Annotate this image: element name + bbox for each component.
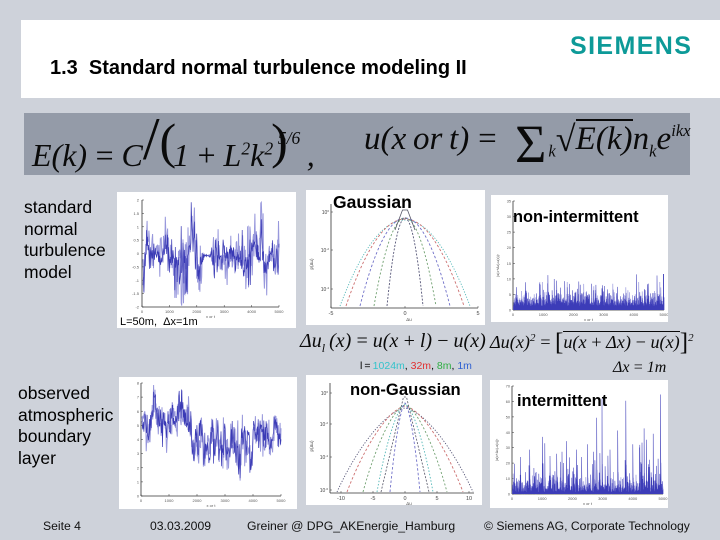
svg-text:non-intermittent: non-intermittent xyxy=(513,208,639,226)
svg-text:10: 10 xyxy=(466,496,472,502)
svg-text:60: 60 xyxy=(506,400,510,404)
svg-text:10: 10 xyxy=(507,277,511,281)
svg-text:0.5: 0.5 xyxy=(133,238,139,243)
svg-text:2000: 2000 xyxy=(193,498,203,503)
svg-text:x or t: x or t xyxy=(583,501,593,506)
svg-text:3000: 3000 xyxy=(598,496,608,501)
svg-text:x or t: x or t xyxy=(584,317,594,322)
svg-text:0: 0 xyxy=(509,309,511,313)
svg-text:2000: 2000 xyxy=(192,309,202,314)
svg-text:10: 10 xyxy=(506,477,510,481)
svg-text:6: 6 xyxy=(137,410,139,414)
svg-text:0: 0 xyxy=(512,312,515,317)
svg-text:3000: 3000 xyxy=(599,312,609,317)
svg-text:|u(x+Δx)-u(x)|²: |u(x+Δx)-u(x)|² xyxy=(495,438,499,461)
svg-text:5000: 5000 xyxy=(659,496,668,501)
svg-text:10-2: 10-2 xyxy=(320,421,329,428)
svg-text:10-4: 10-4 xyxy=(321,286,330,293)
svg-text:20: 20 xyxy=(507,246,511,250)
svg-text:-5: -5 xyxy=(371,496,376,502)
svg-text:1: 1 xyxy=(137,480,139,484)
svg-text:-1.5: -1.5 xyxy=(132,291,140,296)
svg-text:10-4: 10-4 xyxy=(320,454,329,461)
svg-text:7: 7 xyxy=(137,396,139,400)
svg-text:50: 50 xyxy=(506,415,510,419)
svg-text:3000: 3000 xyxy=(221,498,231,503)
svg-text:2: 2 xyxy=(137,466,139,470)
svg-text:-0.5: -0.5 xyxy=(132,264,140,269)
svg-text:5: 5 xyxy=(509,293,511,297)
svg-text:4000: 4000 xyxy=(249,498,259,503)
svg-text:0: 0 xyxy=(137,251,140,256)
svg-text:30: 30 xyxy=(506,446,510,450)
svg-text:-2: -2 xyxy=(135,305,139,310)
svg-text:4000: 4000 xyxy=(247,309,257,314)
svg-text:5000: 5000 xyxy=(275,309,285,314)
svg-text:1000: 1000 xyxy=(165,498,175,503)
svg-text:70: 70 xyxy=(506,385,510,389)
svg-text:0: 0 xyxy=(137,495,139,499)
svg-text:0: 0 xyxy=(508,493,510,497)
svg-text:25: 25 xyxy=(507,231,511,235)
svg-text:20: 20 xyxy=(506,462,510,466)
svg-text:35: 35 xyxy=(507,200,511,204)
svg-text:4000: 4000 xyxy=(628,496,638,501)
svg-text:-5: -5 xyxy=(329,311,334,317)
svg-text:10-6: 10-6 xyxy=(320,487,329,494)
svg-text:0: 0 xyxy=(403,496,406,502)
svg-text:5000: 5000 xyxy=(277,498,287,503)
svg-text:non-Gaussian: non-Gaussian xyxy=(350,380,461,399)
svg-text:5: 5 xyxy=(137,424,139,428)
svg-text:|u(x+Δx)-u(x)|²: |u(x+Δx)-u(x)|² xyxy=(496,254,500,277)
svg-text:0: 0 xyxy=(511,496,514,501)
svg-text:5: 5 xyxy=(435,496,438,502)
svg-text:15: 15 xyxy=(507,262,511,266)
svg-text:30: 30 xyxy=(507,215,511,219)
svg-text:1000: 1000 xyxy=(165,309,175,314)
svg-text:x or t: x or t xyxy=(207,503,217,508)
svg-text:100: 100 xyxy=(321,390,329,397)
svg-text:0: 0 xyxy=(141,309,144,314)
svg-text:p(Δu): p(Δu) xyxy=(309,258,314,270)
svg-text:1.5: 1.5 xyxy=(133,211,139,216)
svg-text:100: 100 xyxy=(322,209,330,216)
svg-text:2000: 2000 xyxy=(569,312,579,317)
svg-text:5000: 5000 xyxy=(660,312,668,317)
svg-text:4000: 4000 xyxy=(629,312,639,317)
svg-text:1000: 1000 xyxy=(538,496,548,501)
svg-text:3: 3 xyxy=(137,452,139,456)
svg-text:Δu: Δu xyxy=(406,501,412,505)
svg-text:1: 1 xyxy=(137,224,140,229)
svg-text:5: 5 xyxy=(476,311,479,317)
svg-text:2: 2 xyxy=(137,198,140,203)
svg-text:p(Δu): p(Δu) xyxy=(309,440,314,452)
svg-text:-10: -10 xyxy=(337,496,345,502)
svg-text:Gaussian: Gaussian xyxy=(333,192,412,212)
svg-text:intermittent: intermittent xyxy=(517,392,608,410)
svg-text:1000: 1000 xyxy=(539,312,549,317)
svg-text:10-2: 10-2 xyxy=(321,247,330,254)
svg-text:Δu: Δu xyxy=(406,317,412,322)
svg-text:L=50m, Δx=1m: L=50m, Δx=1m xyxy=(120,316,198,328)
svg-text:0: 0 xyxy=(140,498,143,503)
svg-text:-1: -1 xyxy=(135,278,139,283)
svg-text:2000: 2000 xyxy=(568,496,578,501)
svg-text:x or t: x or t xyxy=(206,314,216,319)
svg-text:3000: 3000 xyxy=(220,309,230,314)
svg-text:8: 8 xyxy=(137,382,139,386)
svg-text:0: 0 xyxy=(403,311,406,317)
svg-text:4: 4 xyxy=(137,438,139,442)
svg-text:40: 40 xyxy=(506,431,510,435)
